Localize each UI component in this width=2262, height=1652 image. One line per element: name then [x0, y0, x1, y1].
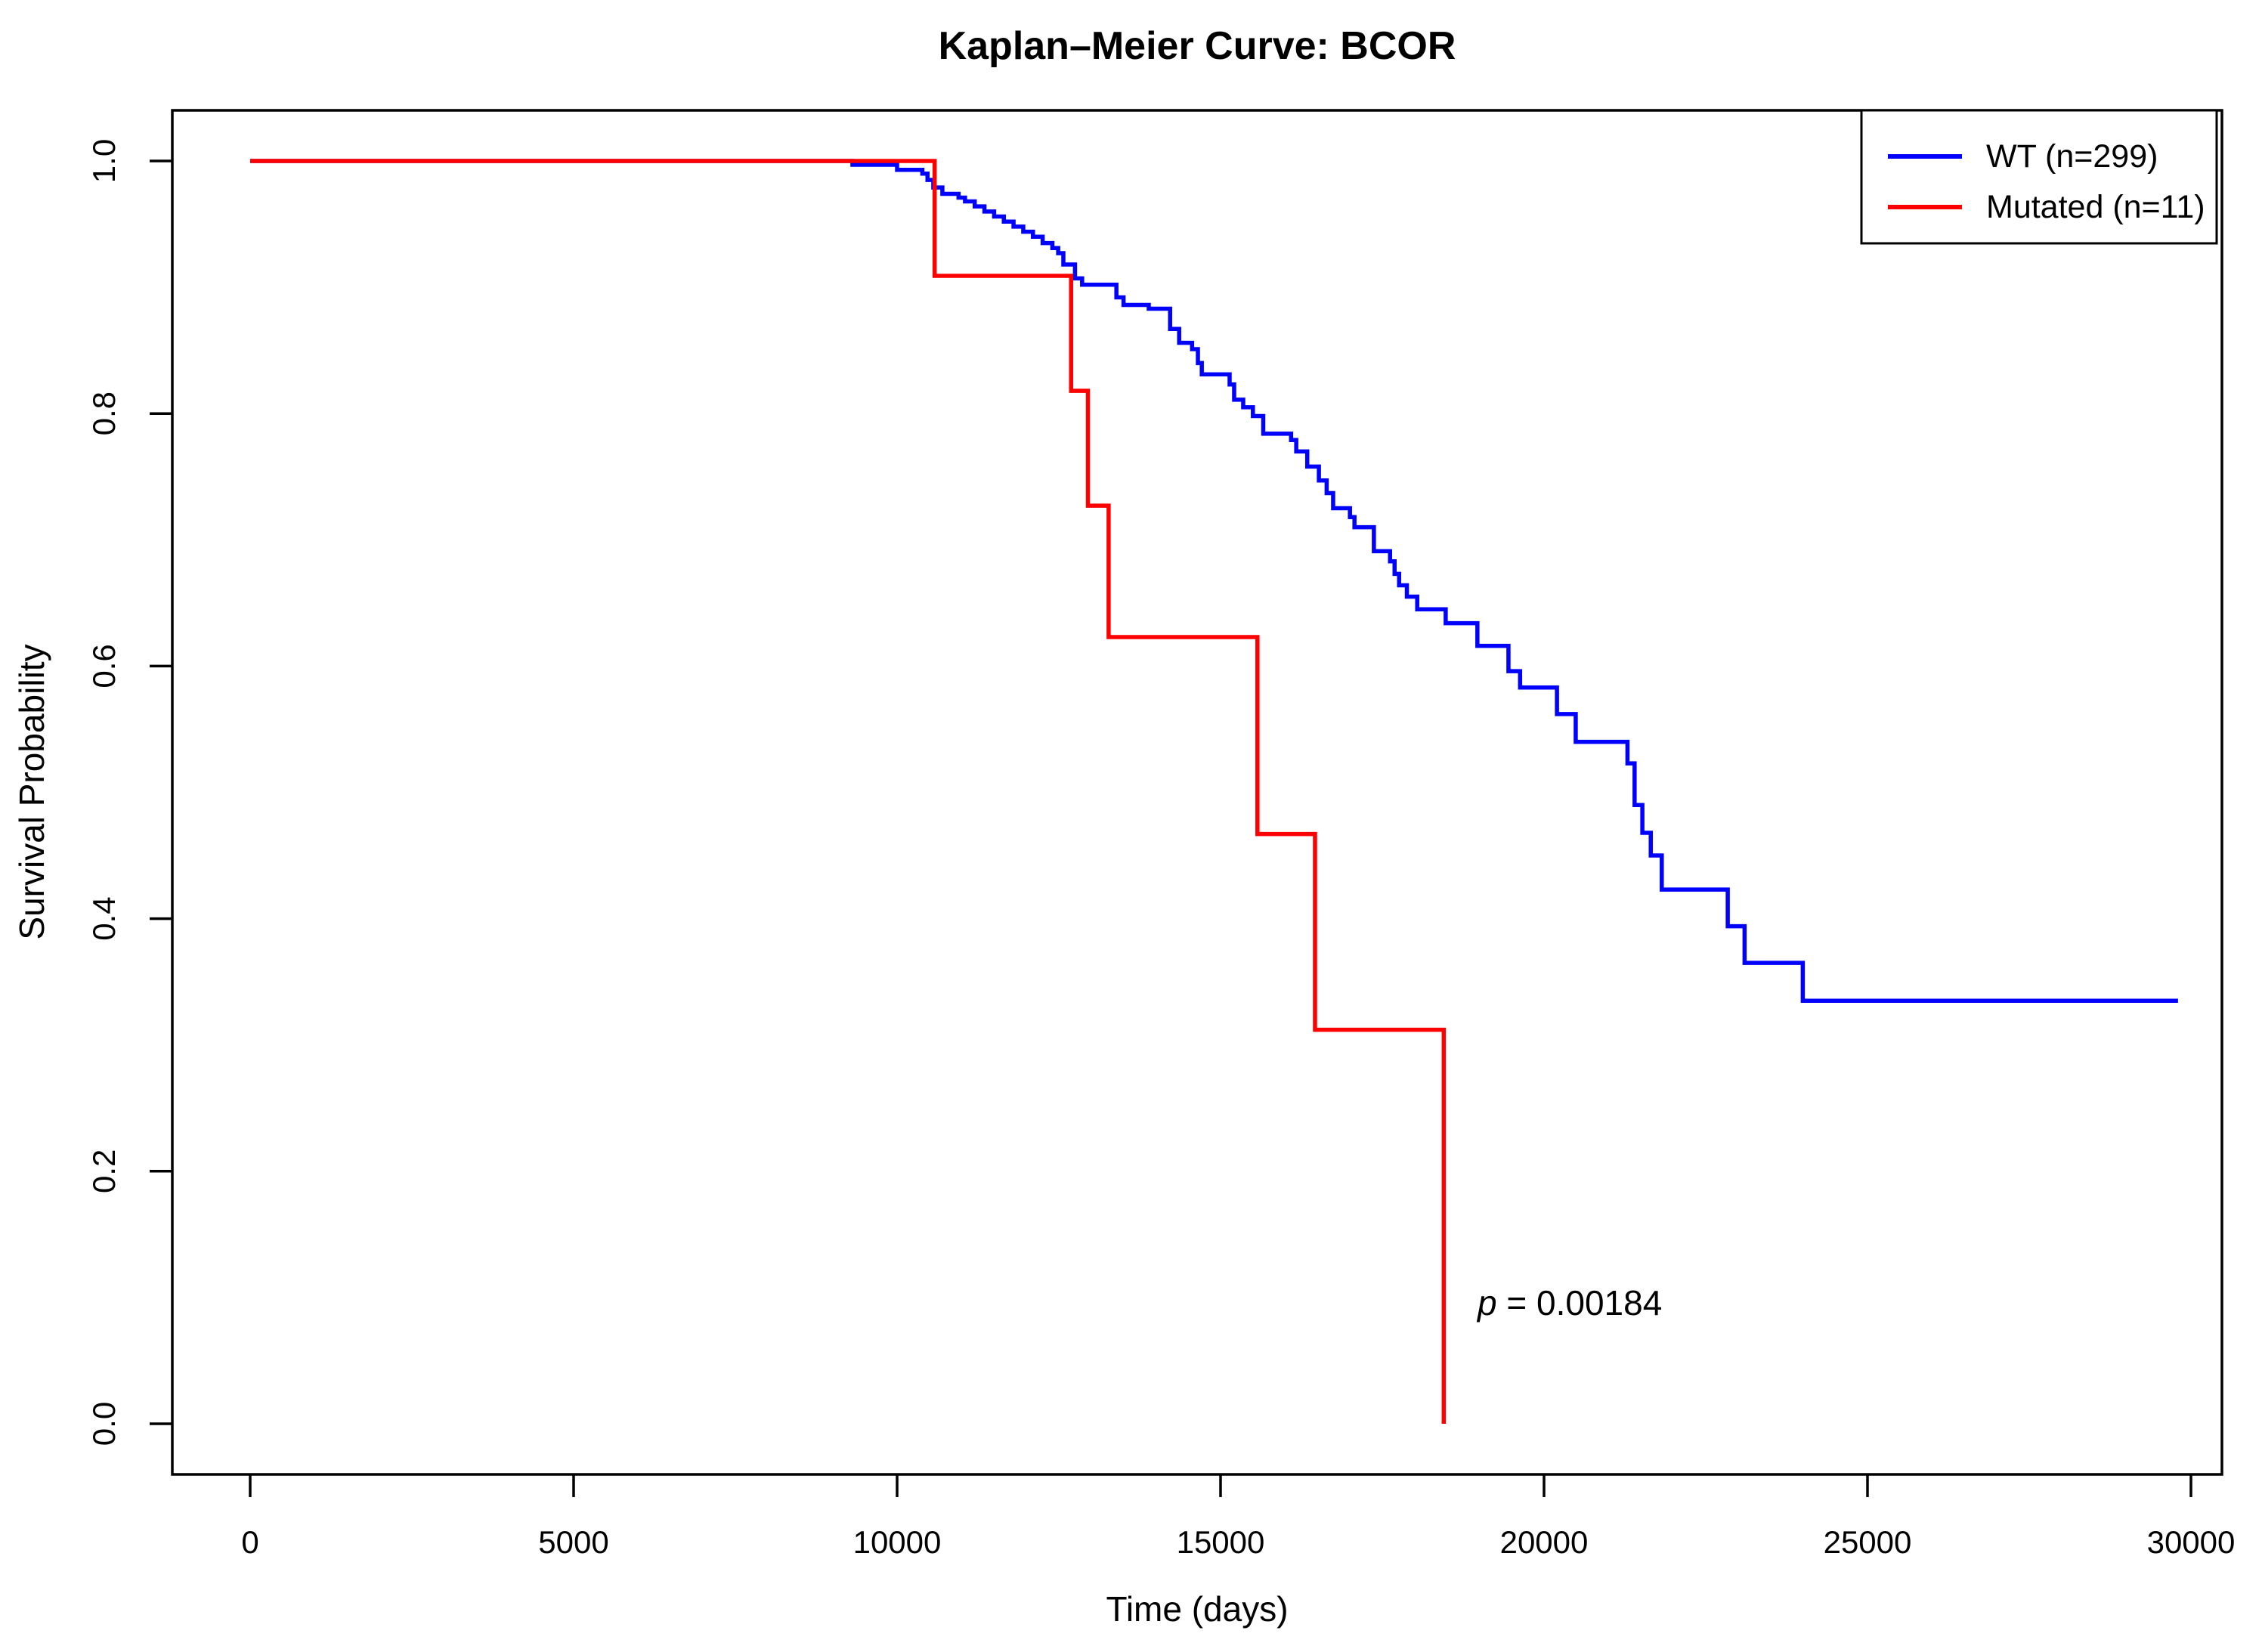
- wt-curve: [250, 159, 2178, 1003]
- chart-title: Kaplan–Meier Curve: BCOR: [939, 24, 1456, 68]
- x-axis: 0 5000 10000 15000 20000 25000 30000: [241, 1474, 2235, 1560]
- x-tick-label: 25000: [1824, 1524, 1912, 1560]
- plot-border: [171, 109, 2223, 1476]
- p-value-var: p: [1476, 1283, 1497, 1323]
- y-tick-label: 0.6: [86, 644, 122, 688]
- y-tick-label: 1.0: [86, 139, 122, 183]
- y-axis-label: Survival Probability: [12, 644, 51, 939]
- y-axis: 0.0 0.2 0.4 0.6 0.8 1.0: [86, 139, 172, 1446]
- p-value-rest: = 0.00184: [1497, 1283, 1663, 1323]
- legend-label-wt: WT (n=299): [1986, 138, 2158, 175]
- x-tick-label: 15000: [1177, 1524, 1265, 1560]
- y-tick-label: 0.2: [86, 1149, 122, 1193]
- x-tick-label: 0: [241, 1524, 258, 1560]
- legend-label-mutated: Mutated (n=11): [1986, 189, 2205, 225]
- x-tick-label: 5000: [538, 1524, 608, 1560]
- p-value-annotation: p = 0.00184: [1476, 1283, 1662, 1323]
- y-tick-label: 0.0: [86, 1402, 122, 1446]
- curves: [250, 159, 2178, 1424]
- y-tick-label: 0.4: [86, 896, 122, 940]
- x-tick-label: 10000: [853, 1524, 942, 1560]
- x-tick-label: 20000: [1500, 1524, 1589, 1560]
- x-axis-label: Time (days): [1106, 1589, 1288, 1629]
- mutated-curve: [250, 159, 1447, 1424]
- x-tick-label: 30000: [2147, 1524, 2236, 1560]
- legend-box: [1860, 109, 2218, 245]
- legend: WT (n=299) Mutated (n=11): [1860, 109, 2218, 245]
- y-tick-label: 0.8: [86, 391, 122, 435]
